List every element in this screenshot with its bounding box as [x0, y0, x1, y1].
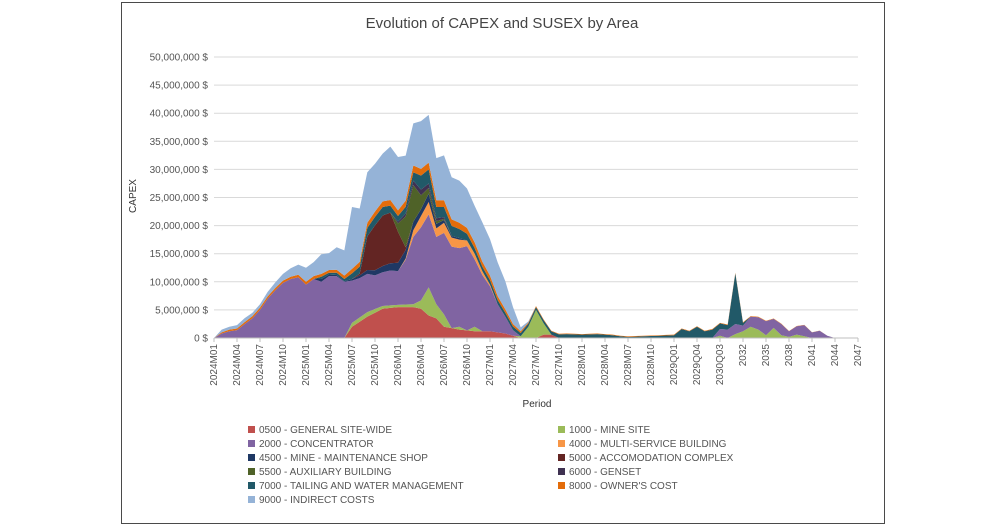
legend-label: 2000 - CONCENTRATOR — [259, 439, 374, 450]
x-tick-label: 2028M01 — [577, 344, 588, 386]
x-tick-label: 2028M04 — [600, 344, 611, 386]
legend-swatch — [558, 468, 565, 475]
legend-label: 7000 - TAILING AND WATER MANAGEMENT — [259, 481, 464, 492]
x-tick-label: 2026M04 — [416, 344, 427, 386]
legend-swatch — [558, 454, 565, 461]
legend: 0500 - GENERAL SITE-WIDE 1000 - MINE SITE… — [248, 425, 734, 506]
x-tick-label: 2026M10 — [462, 344, 473, 386]
chart-title: Evolution of CAPEX and SUSEX by Area — [366, 15, 639, 32]
x-tick-label: 2027M07 — [531, 344, 542, 386]
y-tick-label: 40,000,000 $ — [150, 109, 209, 120]
area-series-2 — [214, 214, 858, 338]
legend-swatch — [558, 440, 565, 447]
y-axis-label: CAPEX — [128, 179, 139, 213]
y-tick-label: 15,000,000 $ — [150, 249, 209, 260]
x-tick-label: 2024M01 — [209, 344, 220, 386]
x-tick-label: 2027M01 — [485, 344, 496, 386]
legend-swatch — [248, 440, 255, 447]
legend-label: 6000 - GENSET — [569, 467, 641, 478]
x-tick-label: 2038 — [784, 344, 795, 367]
x-axis-label: Period — [523, 399, 552, 410]
x-tick-label: 2032 — [738, 344, 749, 367]
area-series-0 — [214, 307, 858, 338]
x-tick-label: 2025M04 — [324, 344, 335, 386]
legend-label: 4000 - MULTI-SERVICE BUILDING — [569, 439, 727, 450]
x-tick-label: 2026M07 — [439, 344, 450, 386]
y-tick-label: 20,000,000 $ — [150, 221, 209, 232]
x-tick-label: 2025M10 — [370, 344, 381, 386]
x-tick-label: 2044 — [830, 344, 841, 367]
axes: 0 $ 5,000,000 $ 10,000,000 $ 15,000,000 $ 20… — [150, 53, 864, 386]
x-tick-label: 2025M07 — [347, 344, 358, 386]
x-tick-label: 2024M10 — [278, 344, 289, 386]
legend-label: 4500 - MINE - MAINTENANCE SHOP — [259, 453, 428, 464]
x-tick-label: 2027M10 — [554, 344, 565, 386]
legend-label: 0500 - GENERAL SITE-WIDE — [259, 425, 392, 436]
y-tick-label: 50,000,000 $ — [150, 53, 209, 64]
legend-swatch — [248, 482, 255, 489]
x-tick-label: 2024M04 — [232, 344, 243, 386]
chart-frame — [121, 2, 885, 524]
x-tick-label: 2025M01 — [301, 344, 312, 386]
legend-label: 5500 - AUXILIARY BUILDING — [259, 467, 392, 478]
legend-swatch — [248, 468, 255, 475]
x-tick-label: 2024M07 — [255, 344, 266, 386]
x-tick-label: 2047 — [853, 344, 864, 367]
legend-swatch — [558, 426, 565, 433]
y-tick-label: 0 $ — [194, 334, 208, 345]
legend-swatch — [558, 482, 565, 489]
x-tick-label: 2041 — [807, 344, 818, 367]
x-tick-label: 2030Q03 — [715, 344, 726, 386]
legend-swatch — [248, 496, 255, 503]
x-tick-label: 2026M01 — [393, 344, 404, 386]
legend-label: 1000 - MINE SITE — [569, 425, 650, 436]
legend-label: 8000 - OWNER'S COST — [569, 481, 678, 492]
legend-label: 9000 - INDIRECT COSTS — [259, 495, 375, 506]
area-series-1 — [214, 287, 858, 338]
area-series-10 — [214, 114, 858, 338]
area-series-5 — [214, 193, 858, 338]
y-tick-label: 5,000,000 $ — [155, 305, 208, 316]
y-tick-label: 25,000,000 $ — [150, 193, 209, 204]
x-tick-label: 2029Q04 — [692, 344, 703, 386]
legend-swatch — [248, 426, 255, 433]
y-tick-label: 10,000,000 $ — [150, 277, 209, 288]
x-tick-label: 2027M04 — [508, 344, 519, 386]
y-tick-label: 30,000,000 $ — [150, 165, 209, 176]
x-tick-label: 2028M07 — [623, 344, 634, 386]
legend-swatch — [248, 454, 255, 461]
x-tick-label: 2035 — [761, 344, 772, 367]
y-tick-label: 35,000,000 $ — [150, 137, 209, 148]
x-tick-label: 2028M10 — [646, 344, 657, 386]
stacked-areas — [214, 114, 858, 338]
x-tick-label: 2029Q01 — [669, 344, 680, 386]
y-tick-label: 45,000,000 $ — [150, 81, 209, 92]
legend-label: 5000 - ACCOMODATION COMPLEX — [569, 453, 734, 464]
